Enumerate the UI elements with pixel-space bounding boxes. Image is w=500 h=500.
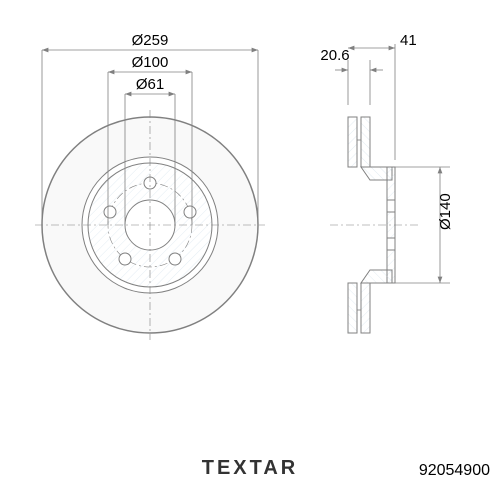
- dim-bore: Ø61: [136, 76, 164, 93]
- dim-outer-diameter: Ø259: [132, 32, 169, 49]
- technical-drawing: Ø259 Ø100 Ø61: [0, 0, 500, 450]
- dim-offset: 41: [400, 32, 417, 49]
- dim-thickness: 20.6: [320, 47, 349, 64]
- front-view: [35, 110, 265, 340]
- part-number: 92054900: [419, 462, 490, 480]
- dim-hub-diameter: Ø140: [437, 193, 454, 230]
- side-view: [330, 117, 420, 333]
- dim-pcd: Ø100: [132, 54, 169, 71]
